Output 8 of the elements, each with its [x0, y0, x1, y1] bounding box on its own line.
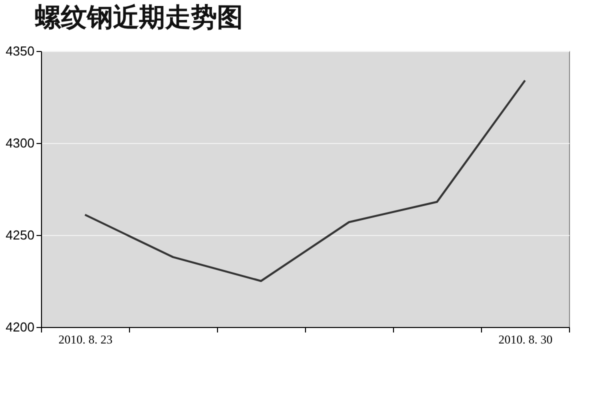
line-series	[84, 79, 526, 282]
y-tick-label: 4200	[6, 320, 34, 334]
y-tick-label: 4250	[6, 228, 34, 242]
x-tick-label: 2010. 8. 30	[498, 332, 552, 346]
y-tick-label: 4350	[6, 44, 34, 58]
chart-title: 螺纹钢近期走势图	[34, 3, 244, 33]
y-tick-label: 4300	[6, 136, 34, 150]
x-tick-label: 2010. 8. 23	[58, 332, 112, 346]
